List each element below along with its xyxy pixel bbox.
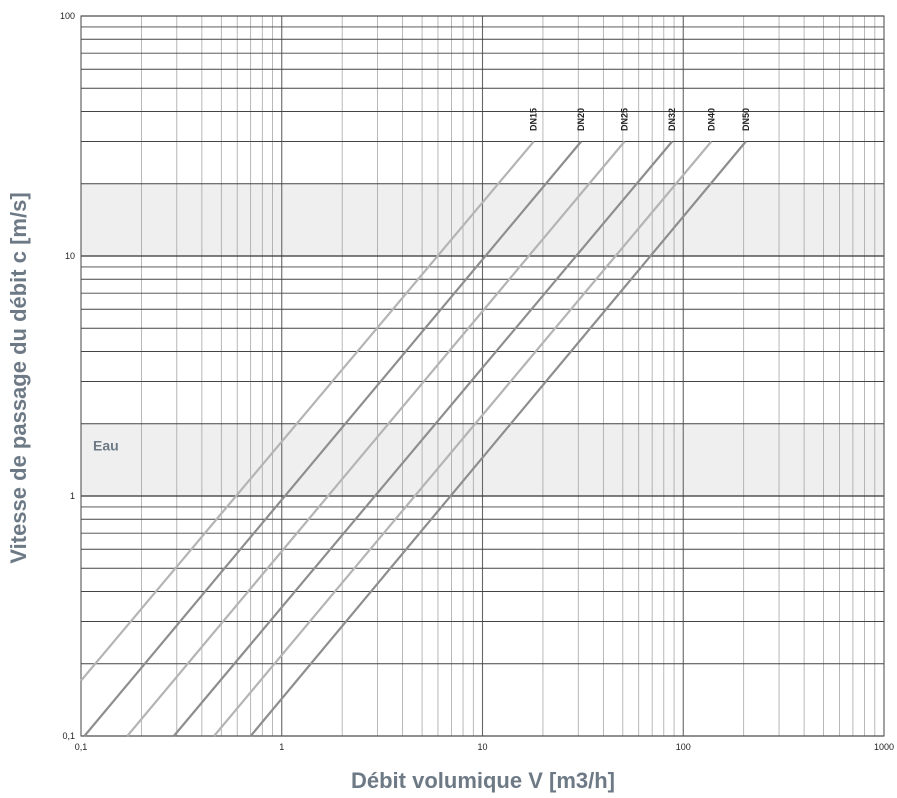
- y-tick-label: 1: [70, 491, 75, 501]
- series-line-dn32: [172, 140, 673, 737]
- plot-frame: [80, 15, 885, 737]
- x-tick-label: 0,1: [75, 742, 88, 752]
- series-label-dn50: DN50: [741, 108, 751, 131]
- series-label-dn40: DN40: [706, 108, 716, 131]
- series-line-dn25: [126, 140, 626, 737]
- x-tick-label: 1000: [874, 742, 894, 752]
- series-line-dn40: [213, 140, 713, 737]
- x-tick-label: 1: [279, 742, 284, 752]
- series-label-dn25: DN25: [620, 108, 630, 131]
- series-line-dn20: [83, 140, 582, 737]
- y-axis-title: Vitesse de passage du débit c [m/s]: [6, 192, 31, 563]
- series-line-dn50: [249, 140, 747, 737]
- series-label-dn15: DN15: [529, 108, 539, 131]
- x-tick-label: 10: [477, 742, 487, 752]
- y-tick-label: 100: [60, 11, 75, 21]
- series-label-dn32: DN32: [667, 108, 677, 131]
- band-label-1: Eau: [93, 437, 119, 453]
- grid-layer: [80, 15, 885, 737]
- labels-layer: 0,1 1 10 100 1000 0,1 1 10 100 DN15 DN20 DN25 DN32 DN…: [60, 11, 894, 752]
- y-tick-label: 0,1: [62, 731, 75, 741]
- x-tick-label: 100: [676, 742, 691, 752]
- series-label-dn20: DN20: [576, 108, 586, 131]
- series-line-dn15: [80, 140, 535, 682]
- y-tick-label: 10: [65, 251, 75, 261]
- series-layer: [80, 140, 747, 737]
- x-axis-title: Débit volumique V [m3/h]: [351, 768, 615, 793]
